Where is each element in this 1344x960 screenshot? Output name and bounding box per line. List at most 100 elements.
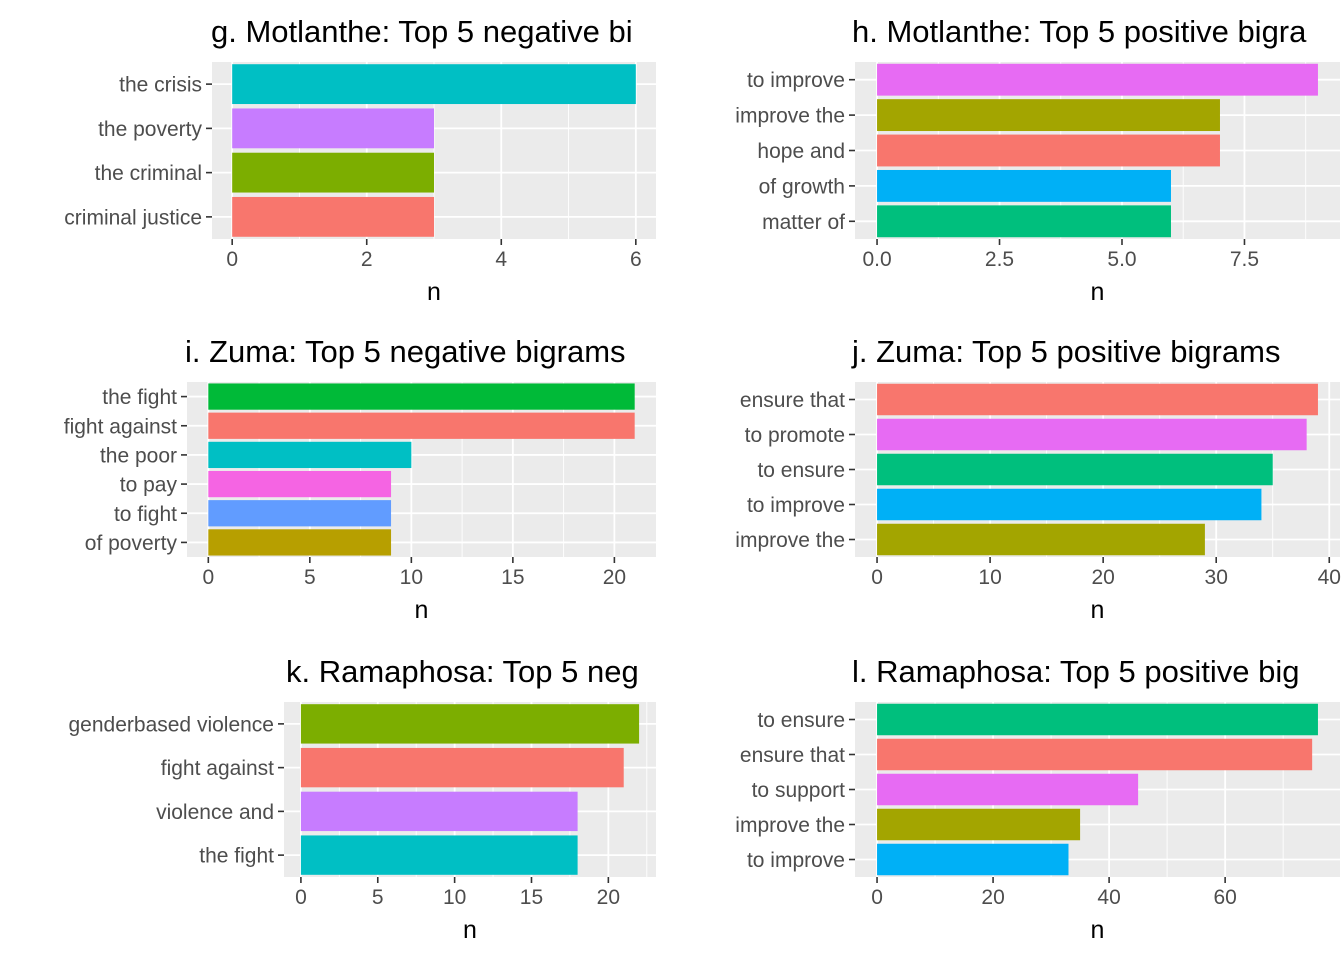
bar <box>877 523 1205 556</box>
category-label: ensure that <box>740 744 845 767</box>
x-tick-label: 10 <box>443 886 466 909</box>
chart-panel-3: i. Zuma: Top 5 negative bigrams the fight… <box>64 334 656 624</box>
x-tick-label: 20 <box>1091 566 1114 589</box>
bar <box>877 383 1318 416</box>
chart-panel-1: g. Motlanthe: Top 5 negative bi the crisi… <box>64 14 656 306</box>
bar <box>300 704 640 744</box>
category-label: the poverty <box>98 118 202 141</box>
bar <box>877 63 1318 96</box>
x-tick-label: 0 <box>871 886 883 909</box>
category-label: the crisis <box>119 74 202 97</box>
category-label: the fight <box>102 386 177 409</box>
x-tick-label: 20 <box>597 886 620 909</box>
category-label: improve the <box>735 105 845 128</box>
category-label: to improve <box>747 69 845 92</box>
bar <box>300 835 578 875</box>
x-axis-label: n <box>1091 596 1105 624</box>
bar <box>208 529 392 556</box>
bar <box>877 703 1318 736</box>
chart-panel-5: k. Ramaphosa: Top 5 neg genderbased viole… <box>69 654 656 944</box>
x-tick-label: 5 <box>304 566 316 589</box>
x-axis-label: n <box>1091 916 1105 944</box>
category-label: improve the <box>735 814 845 837</box>
bar <box>877 418 1307 451</box>
x-tick-label: 40 <box>1097 886 1120 909</box>
bar <box>208 412 635 439</box>
x-tick-label: 0.0 <box>862 248 891 271</box>
x-tick-label: 10 <box>400 566 423 589</box>
chart-title: i. Zuma: Top 5 negative bigrams <box>185 334 626 369</box>
chart-panel-6: l. Ramaphosa: Top 5 positive big to ensur… <box>735 654 1340 944</box>
x-tick-label: 40 <box>1318 566 1341 589</box>
bar <box>877 205 1171 238</box>
x-axis-label: n <box>463 916 477 944</box>
bar <box>877 99 1220 132</box>
category-label: the poor <box>100 444 177 467</box>
x-tick-label: 0 <box>202 566 214 589</box>
bar <box>877 738 1313 771</box>
category-label: to pay <box>120 474 178 497</box>
bar <box>232 152 434 193</box>
category-label: the criminal <box>95 162 202 185</box>
x-axis-label: n <box>427 278 441 306</box>
x-tick-label: 0 <box>226 248 238 271</box>
bar <box>300 791 578 832</box>
x-axis-label: n <box>415 596 429 624</box>
category-label: to improve <box>747 849 845 872</box>
x-tick-label: 20 <box>981 886 1004 909</box>
category-label: to ensure <box>757 709 845 732</box>
bar <box>208 383 635 410</box>
chart-title: h. Motlanthe: Top 5 positive bigra <box>852 14 1307 49</box>
category-label: to fight <box>114 503 177 526</box>
bar <box>877 134 1220 167</box>
x-tick-label: 20 <box>603 566 626 589</box>
category-label: to promote <box>745 424 845 447</box>
bar <box>232 196 434 237</box>
chart-panel-4: j. Zuma: Top 5 positive bigrams ensure th… <box>735 334 1341 624</box>
bar <box>208 441 412 469</box>
category-label: ensure that <box>740 389 845 412</box>
x-tick-label: 30 <box>1205 566 1228 589</box>
chart-title: j. Zuma: Top 5 positive bigrams <box>851 334 1280 369</box>
category-label: of growth <box>759 175 845 198</box>
bar <box>877 808 1081 841</box>
category-label: improve the <box>735 529 845 552</box>
x-tick-label: 10 <box>978 566 1001 589</box>
plot-panel <box>187 382 656 557</box>
bar <box>208 470 392 498</box>
x-tick-label: 7.5 <box>1230 248 1259 271</box>
x-tick-label: 0 <box>871 566 883 589</box>
x-tick-label: 2.5 <box>985 248 1014 271</box>
x-tick-label: 5 <box>372 886 384 909</box>
category-label: to support <box>752 779 846 802</box>
chart-title: l. Ramaphosa: Top 5 positive big <box>852 654 1299 689</box>
chart-panel-2: h. Motlanthe: Top 5 positive bigra to imp… <box>735 14 1340 306</box>
bar <box>877 773 1139 806</box>
chart-title: k. Ramaphosa: Top 5 neg <box>286 654 639 689</box>
category-label: violence and <box>156 801 274 824</box>
category-label: the fight <box>199 845 274 868</box>
bar <box>877 488 1262 521</box>
category-label: fight against <box>161 757 274 780</box>
category-label: genderbased violence <box>69 713 275 736</box>
x-tick-label: 6 <box>630 248 642 271</box>
category-label: criminal justice <box>64 206 202 229</box>
category-label: to improve <box>747 494 845 517</box>
x-axis-label: n <box>1091 278 1105 306</box>
x-tick-label: 0 <box>295 886 307 909</box>
bar <box>232 108 434 149</box>
bar <box>877 169 1171 202</box>
x-tick-label: 4 <box>495 248 507 271</box>
bar <box>232 64 636 105</box>
bar <box>300 747 624 788</box>
x-tick-label: 15 <box>501 566 524 589</box>
chart-title: g. Motlanthe: Top 5 negative bi <box>211 14 633 49</box>
category-label: matter of <box>762 211 845 234</box>
category-label: to ensure <box>757 459 845 482</box>
bar <box>208 500 392 527</box>
x-tick-label: 15 <box>520 886 543 909</box>
category-label: hope and <box>757 140 845 163</box>
x-tick-label: 60 <box>1213 886 1236 909</box>
bar <box>877 453 1273 486</box>
